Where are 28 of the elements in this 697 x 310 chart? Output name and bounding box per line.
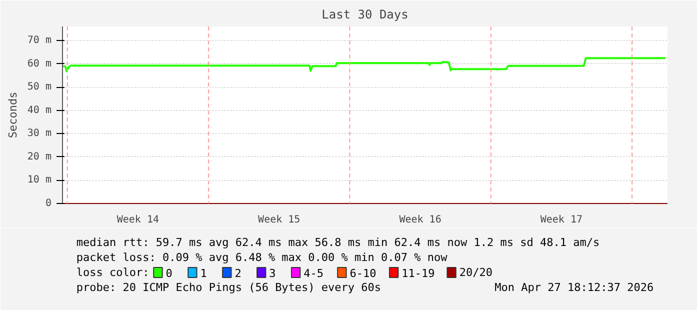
chart-title: Last 30 Days [322, 8, 408, 22]
legend-title: loss color: [76, 266, 150, 279]
legend-label: 1 [200, 267, 207, 280]
text: median rtt: 59.7 ms avg 62.4 ms max 56.8 ms min 62.4 ms now 1.2 ms sd 48.1 am/s [76, 236, 600, 249]
y-tick-label: 50 m [27, 82, 52, 93]
y-tick-label: 0 [45, 198, 52, 209]
legend-label: 4-5 [304, 267, 324, 280]
x-tick-label: Week 16 [399, 214, 442, 226]
y-tick-label: 70 m [27, 34, 52, 46]
y-axis-title: Seconds [6, 92, 20, 138]
legend-label: 2 [234, 267, 242, 280]
legend-label: 3 [269, 267, 276, 280]
x-tick-label: Week 14 [116, 214, 160, 226]
legend-label: 0 [166, 267, 172, 280]
legend-label: 6-10 [350, 267, 376, 280]
y-tick-label: 60 m [27, 58, 52, 70]
y-tick-label: 30 m [27, 128, 52, 140]
legend-label: 11-19 [402, 267, 435, 280]
text: probe: 20 ICMP Echo Pings (56 Bytes) every 60s [76, 281, 382, 294]
text: Mon Apr 27 18:12:37 2026 [494, 281, 654, 294]
legend-label: 20/20 [459, 266, 492, 279]
line-series [62, 57, 667, 72]
x-tick-label: Week 15 [258, 214, 300, 226]
text: packet loss: 0.09 % avg 6.48 % max 0.00 % min 0.07 % now [76, 251, 448, 264]
x-tick-label: Week 17 [540, 214, 583, 226]
y-tick-label: 20 m [27, 151, 52, 162]
y-tick-label: 40 m [27, 104, 52, 116]
y-tick-label: 10 m [27, 174, 52, 186]
